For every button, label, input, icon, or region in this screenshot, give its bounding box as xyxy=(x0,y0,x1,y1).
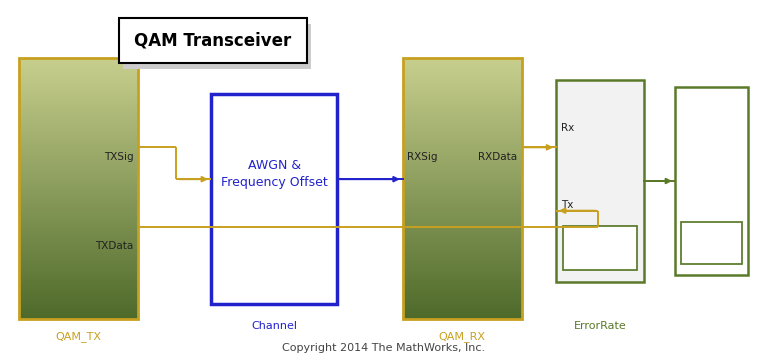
Text: Tx: Tx xyxy=(561,200,573,210)
Text: TXSig: TXSig xyxy=(104,152,133,162)
Bar xyxy=(556,80,644,282)
Text: QAM_RX: QAM_RX xyxy=(439,331,486,342)
Bar xyxy=(123,24,311,69)
Bar xyxy=(681,222,742,264)
Bar xyxy=(119,18,307,63)
Text: AWGN &
Frequency Offset: AWGN & Frequency Offset xyxy=(221,159,328,189)
Text: QAM_TX: QAM_TX xyxy=(56,331,101,342)
Text: Copyright 2014 The MathWorks, Inc.: Copyright 2014 The MathWorks, Inc. xyxy=(282,343,485,353)
Text: ErrorRate: ErrorRate xyxy=(574,321,627,331)
Bar xyxy=(403,58,522,319)
Text: RXData: RXData xyxy=(478,152,517,162)
Bar xyxy=(563,226,637,270)
Text: Channel: Channel xyxy=(252,321,297,331)
Text: RXSig: RXSig xyxy=(407,152,438,162)
Text: Rx: Rx xyxy=(561,123,574,133)
Bar xyxy=(675,87,748,275)
Text: TXData: TXData xyxy=(95,241,133,251)
Bar xyxy=(211,94,337,304)
Bar xyxy=(19,58,138,319)
Text: QAM Transceiver: QAM Transceiver xyxy=(134,32,291,50)
